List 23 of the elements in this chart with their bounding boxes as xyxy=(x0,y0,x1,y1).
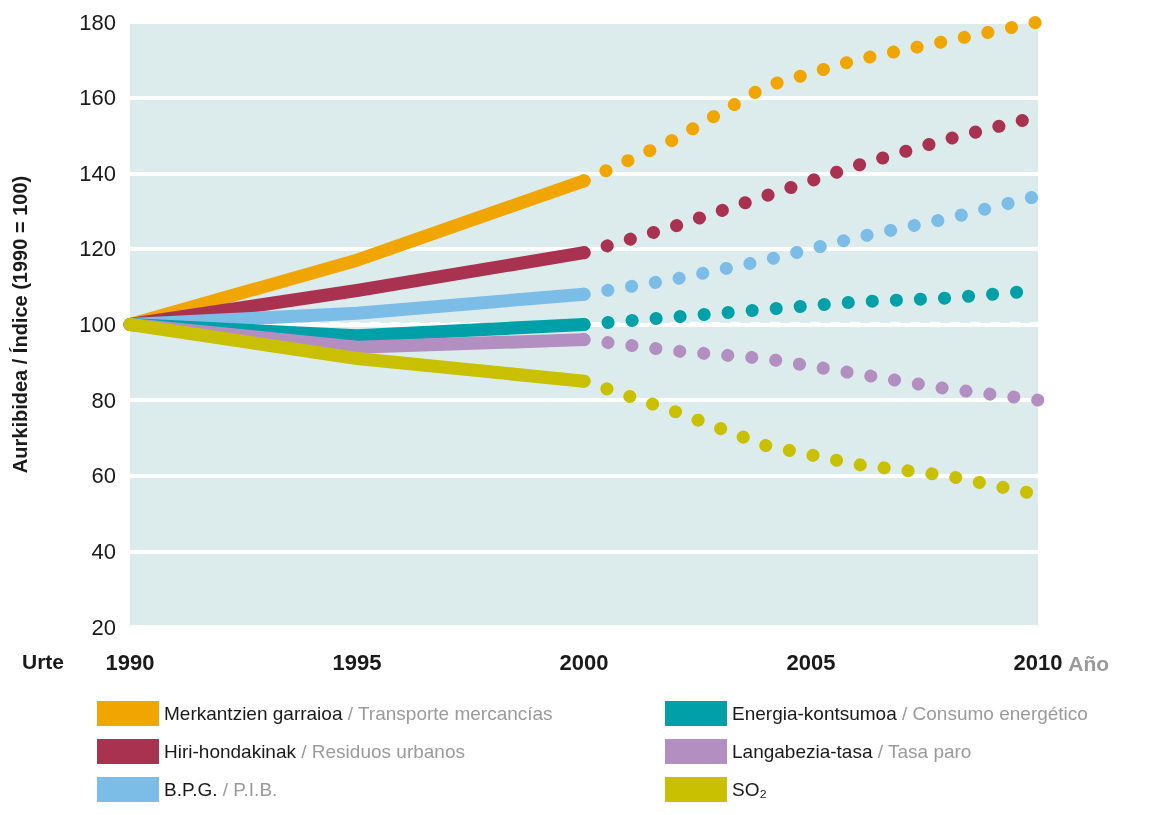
legend-label: Merkantzien garraioa / Transporte mercancías xyxy=(164,703,553,724)
y-tick-label: 120 xyxy=(79,236,116,262)
x-tick-label: 1995 xyxy=(332,649,382,675)
x-tick-label: 2010 xyxy=(1013,649,1063,675)
y-tick-label: 40 xyxy=(91,538,116,564)
y-tick-label: 140 xyxy=(79,160,116,186)
x-axis-title: Año xyxy=(1068,652,1110,675)
legend-label: B.P.G. / P.I.B. xyxy=(164,779,278,800)
x-tick-label: 2005 xyxy=(786,649,836,675)
text: Urte xyxy=(22,650,65,673)
legend-label: Energia-kontsumoa / Consumo energético xyxy=(732,703,1088,724)
legend-label: SO₂ xyxy=(732,779,767,800)
x-tick-label: 2000 xyxy=(559,649,609,675)
legend-label: Hiri-hondakinak / Residuos urbanos xyxy=(164,741,466,762)
y-tick-label: 80 xyxy=(91,387,116,413)
y-tick-label: 60 xyxy=(91,463,116,489)
y-tick-label: 100 xyxy=(79,312,116,337)
y-tick-label: 180 xyxy=(79,9,116,35)
y-axis-title: Aurkibidea / Índice (1990 = 100) xyxy=(9,175,31,474)
y-tick-label: 20 xyxy=(91,614,116,640)
legend-label: Langabezia-tasa / Tasa paro xyxy=(732,741,972,762)
x-tick-label: 1990 xyxy=(105,649,155,675)
y-tick-label: 160 xyxy=(79,85,116,111)
